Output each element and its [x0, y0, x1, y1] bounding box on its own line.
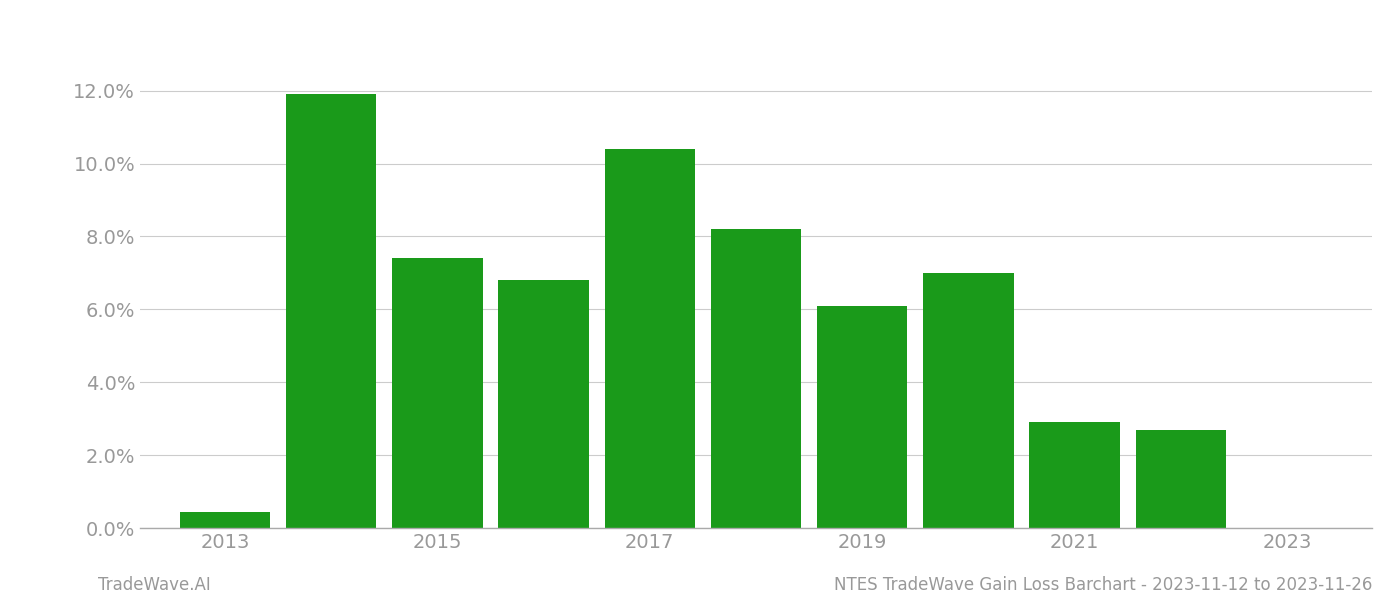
Text: NTES TradeWave Gain Loss Barchart - 2023-11-12 to 2023-11-26: NTES TradeWave Gain Loss Barchart - 2023…: [833, 576, 1372, 594]
Bar: [392, 259, 483, 528]
Bar: [605, 149, 694, 528]
Bar: [498, 280, 589, 528]
Bar: [818, 305, 907, 528]
Bar: [923, 273, 1014, 528]
Bar: [1029, 422, 1120, 528]
Bar: [179, 512, 270, 528]
Bar: [711, 229, 801, 528]
Bar: [286, 94, 377, 528]
Bar: [1135, 430, 1226, 528]
Text: TradeWave.AI: TradeWave.AI: [98, 576, 211, 594]
